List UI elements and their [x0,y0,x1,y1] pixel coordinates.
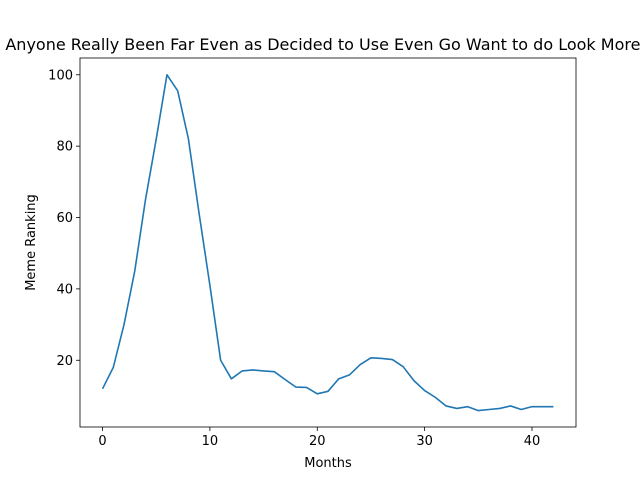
x-axis-label: Months [304,456,352,471]
y-tick-label: 100 [48,68,73,83]
x-axis: 0 10 20 30 40 [98,427,540,449]
series-line [101,73,554,412]
plot-area [101,73,554,412]
y-tick-label: 80 [56,140,73,155]
y-tick-label: 60 [56,211,73,226]
x-tick-label: 10 [202,434,219,449]
y-axis: 20 40 60 80 100 [48,68,80,369]
y-tick-label: 40 [56,282,73,297]
x-tick-label: 30 [416,434,433,449]
y-tick-label: 20 [56,354,73,369]
x-tick-label: 20 [309,434,326,449]
x-tick-label: 0 [98,434,106,449]
plot-frame [79,57,577,428]
y-axis-label: Meme Ranking [24,194,39,291]
x-tick-label: 40 [524,434,541,449]
chart-title: Has Anyone Really Been Far Even as Decid… [0,35,640,54]
